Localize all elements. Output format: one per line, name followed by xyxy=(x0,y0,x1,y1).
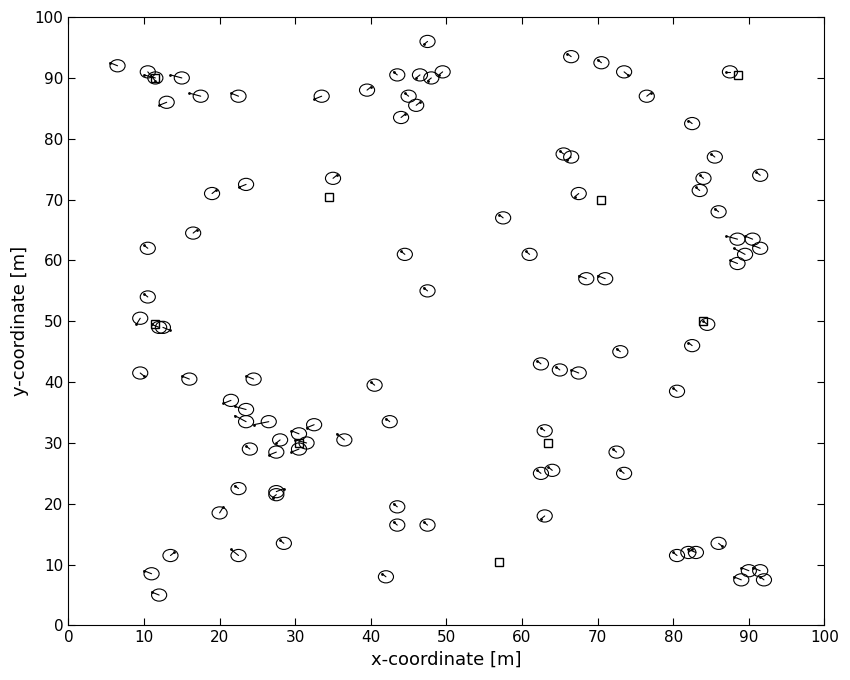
Y-axis label: y-coordinate [m]: y-coordinate [m] xyxy=(11,246,29,396)
X-axis label: x-coordinate [m]: x-coordinate [m] xyxy=(371,651,522,669)
